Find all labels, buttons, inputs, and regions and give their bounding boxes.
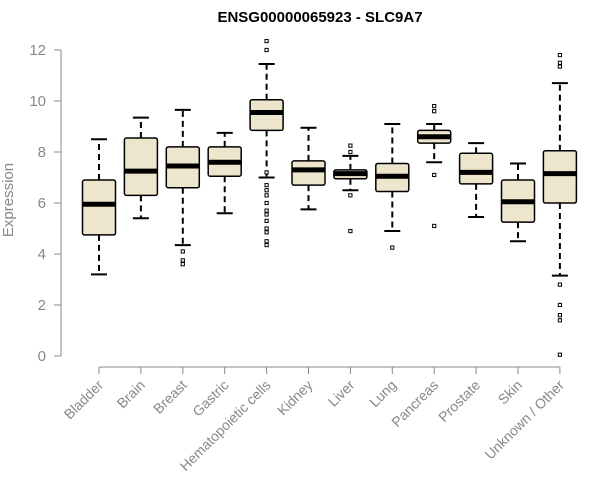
outlier-point (557, 282, 562, 287)
y-tick-label: 8 (38, 144, 46, 161)
y-axis-label: Expression (0, 163, 17, 237)
box-kidney (291, 126, 326, 211)
box-unknown-other (542, 53, 578, 357)
y-tick-label: 2 (38, 297, 46, 314)
box-iqr (81, 179, 117, 236)
outlier-point (432, 172, 437, 178)
box-skin (500, 162, 536, 243)
chart-title: ENSG00000065923 - SLC9A7 (217, 9, 422, 26)
outlier-point (180, 249, 185, 254)
outlier-point (264, 230, 269, 235)
box-breast (165, 108, 201, 267)
box-liver (333, 143, 368, 234)
outlier-point (557, 53, 562, 58)
outlier-point (264, 188, 269, 193)
outlier-point (348, 228, 353, 234)
y-tick-label: 6 (38, 195, 46, 212)
outlier-point (557, 318, 562, 323)
outlier-point (180, 258, 185, 263)
outlier-point (557, 60, 562, 65)
outlier-point (264, 212, 269, 217)
box-hematopoietic-cells (249, 38, 284, 248)
outlier-point (348, 143, 353, 148)
x-tick-label: Pancreas (388, 377, 441, 430)
box-prostate (458, 142, 494, 219)
y-axis: 0 2 4 6 8 10 12 (29, 42, 62, 365)
x-tick-label: Brain (114, 377, 148, 411)
x-tick-label: Breast (150, 377, 190, 417)
box-iqr (542, 149, 578, 204)
outlier-point (264, 38, 269, 44)
box-pancreas (416, 104, 452, 229)
box-bladder (81, 138, 117, 276)
outlier-point (264, 239, 269, 244)
y-tick-label: 10 (29, 93, 46, 110)
x-tick-label: Lung (366, 377, 399, 410)
x-tick-label: Liver (325, 377, 358, 410)
outlier-point (264, 242, 269, 248)
outlier-point (264, 47, 269, 53)
outlier-point (264, 208, 269, 213)
outlier-point (264, 200, 269, 206)
outlier-point (557, 352, 562, 357)
x-tick-label: Bladder (61, 377, 107, 423)
box-iqr (123, 137, 159, 197)
y-tick-label: 0 (38, 348, 46, 365)
boxes-group (81, 38, 578, 357)
outlier-point (432, 223, 437, 229)
outlier-point (264, 218, 269, 223)
outlier-point (557, 313, 562, 318)
outlier-point (264, 226, 269, 231)
outlier-point (264, 193, 269, 198)
y-tick-label: 12 (29, 42, 46, 59)
outlier-point (557, 64, 562, 69)
box-iqr (458, 152, 494, 185)
outlier-point (348, 149, 353, 155)
x-tick-label: Kidney (274, 377, 316, 419)
y-tick-label: 4 (38, 246, 46, 263)
outlier-point (264, 183, 269, 188)
x-tick-label: Unknown / Other (481, 377, 567, 463)
x-tick-label: Prostate (435, 377, 483, 425)
outlier-point (432, 104, 437, 109)
outlier-point (432, 109, 437, 114)
box-brain (123, 116, 159, 220)
outlier-point (390, 245, 395, 250)
box-iqr (291, 160, 326, 186)
outlier-point (180, 262, 185, 267)
box-gastric (207, 131, 242, 215)
outlier-point (348, 193, 353, 198)
box-iqr (249, 98, 284, 132)
outlier-point (557, 302, 562, 308)
outlier-point (264, 170, 269, 175)
x-tick-label: Skin (495, 377, 526, 408)
box-lung (375, 122, 410, 250)
